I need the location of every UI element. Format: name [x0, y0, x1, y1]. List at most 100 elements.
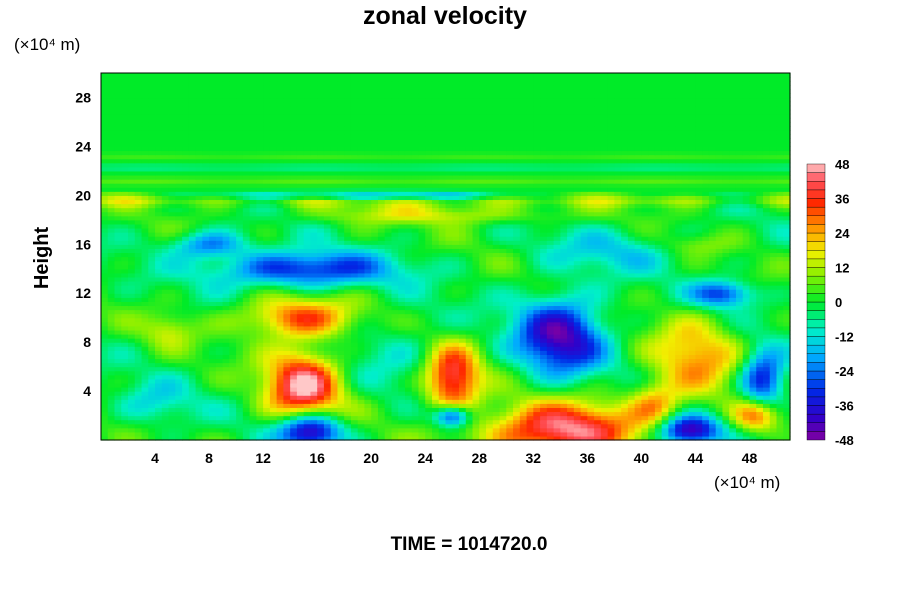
heatmap-cell [742, 407, 751, 413]
heatmap-cell [567, 289, 575, 294]
heatmap-cell [546, 285, 555, 290]
heatmap-cell [486, 260, 494, 266]
heatmap-cell [452, 370, 460, 376]
heatmap-cell [323, 260, 332, 266]
heatmap-cell [499, 252, 507, 258]
heatmap-cell [553, 403, 561, 408]
heatmap-cell [688, 301, 697, 307]
heatmap-cell [573, 366, 582, 372]
heatmap-cell [729, 305, 737, 311]
heatmap-cell [783, 366, 791, 372]
heatmap-cell [459, 399, 467, 404]
heatmap-cell [695, 415, 703, 421]
heatmap-cell [242, 244, 251, 249]
heatmap-cell [749, 370, 757, 376]
heatmap-cell [681, 317, 690, 323]
heatmap-cell [661, 256, 670, 262]
heatmap-cell [269, 342, 278, 347]
heatmap-cell [695, 329, 703, 335]
heatmap-cell [263, 411, 271, 417]
heatmap-cell [519, 366, 528, 372]
heatmap-cell [587, 338, 595, 343]
heatmap-cell [229, 435, 237, 441]
heatmap-cell [323, 329, 332, 335]
heatmap-cell [317, 362, 325, 368]
heatmap-cell [627, 333, 636, 339]
heatmap-cell [526, 272, 534, 278]
heatmap-cell [695, 313, 703, 319]
heatmap-cell [202, 386, 210, 392]
heatmap-cell [627, 317, 636, 323]
heatmap-cell [215, 317, 224, 323]
heatmap-cell [486, 378, 494, 384]
heatmap-cell [161, 415, 170, 421]
heatmap-cell [607, 435, 615, 441]
heatmap-cell [283, 325, 291, 331]
heatmap-cell [573, 411, 582, 417]
heatmap-cell [688, 366, 697, 372]
heatmap-cell [729, 333, 737, 339]
heatmap-cell [364, 362, 372, 368]
heatmap-cell [195, 346, 203, 351]
heatmap-cell [634, 268, 642, 274]
heatmap-cell [546, 305, 555, 311]
heatmap-cell [155, 276, 163, 282]
heatmap-cell [350, 317, 359, 323]
heatmap-cell [215, 431, 224, 437]
heatmap-cell [479, 285, 487, 290]
heatmap-cell [357, 313, 366, 319]
heatmap-cell [492, 248, 501, 254]
heatmap-cell [215, 301, 224, 307]
heatmap-cell [310, 427, 318, 433]
heatmap-cell [735, 305, 744, 311]
heatmap-cell [560, 423, 568, 429]
heatmap-cell [148, 244, 156, 249]
heatmap-cell [654, 297, 663, 302]
heatmap-cell [540, 386, 548, 392]
heatmap-cell [486, 427, 494, 433]
heatmap-cell [499, 342, 507, 347]
heatmap-cell [783, 329, 791, 335]
heatmap-cell [168, 354, 176, 360]
heatmap-cell [695, 378, 703, 384]
heatmap-cell [209, 317, 217, 323]
heatmap-cell [242, 285, 251, 290]
heatmap-cell [195, 260, 203, 266]
heatmap-cell [269, 240, 278, 245]
heatmap-cell [418, 301, 426, 307]
heatmap-cell [546, 427, 555, 433]
heatmap-cell [303, 378, 311, 384]
heatmap-cell [715, 240, 724, 245]
heatmap-cell [155, 268, 163, 274]
heatmap-cell [722, 386, 730, 392]
heatmap-cell [553, 301, 561, 307]
heatmap-cell [729, 399, 737, 404]
heatmap-cell [627, 301, 636, 307]
heatmap-cell [756, 427, 764, 433]
heatmap-cell [702, 378, 710, 384]
heatmap-cell [472, 333, 480, 339]
heatmap-cell [648, 252, 656, 258]
heatmap-cell [641, 305, 649, 311]
heatmap-cell [283, 419, 291, 425]
heatmap-cell [202, 354, 210, 360]
heatmap-cell [418, 386, 426, 392]
heatmap-cell [242, 395, 251, 400]
heatmap-cell [128, 374, 136, 380]
heatmap-cell [695, 431, 703, 437]
heatmap-cell [580, 395, 588, 400]
heatmap-cell [513, 419, 521, 425]
heatmap-cell [425, 358, 433, 364]
heatmap-cell [182, 338, 190, 343]
heatmap-cell [654, 260, 663, 266]
heatmap-cell [506, 399, 514, 404]
heatmap-cell [580, 391, 588, 396]
heatmap-cell [121, 305, 129, 311]
heatmap-cell [648, 285, 656, 290]
heatmap-cell [533, 415, 541, 421]
heatmap-cell [695, 366, 703, 372]
heatmap-cell [695, 382, 703, 388]
heatmap-cell [101, 240, 109, 245]
heatmap-cell [600, 297, 609, 302]
heatmap-cell [269, 301, 278, 307]
